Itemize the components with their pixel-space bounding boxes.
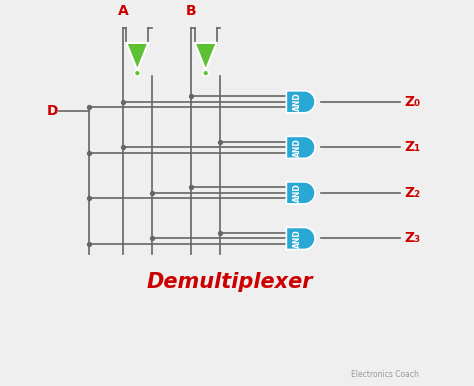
Text: Z₀: Z₀ bbox=[404, 95, 420, 109]
Text: D: D bbox=[47, 104, 59, 118]
Text: AND: AND bbox=[293, 138, 302, 157]
Text: Z₂: Z₂ bbox=[404, 186, 420, 200]
Polygon shape bbox=[286, 91, 315, 113]
Text: AND: AND bbox=[293, 183, 302, 202]
Polygon shape bbox=[286, 227, 315, 249]
Polygon shape bbox=[127, 43, 148, 70]
Text: Electronics Coach: Electronics Coach bbox=[351, 370, 419, 379]
Text: Demultiplexer: Demultiplexer bbox=[146, 272, 313, 292]
Polygon shape bbox=[286, 182, 315, 204]
Polygon shape bbox=[195, 43, 217, 70]
Text: Z₁: Z₁ bbox=[404, 141, 420, 154]
Text: AND: AND bbox=[293, 92, 302, 111]
Text: A: A bbox=[118, 4, 128, 18]
Text: B: B bbox=[186, 4, 197, 18]
Circle shape bbox=[135, 70, 140, 76]
Circle shape bbox=[203, 70, 209, 76]
Text: Z₃: Z₃ bbox=[404, 232, 420, 245]
Polygon shape bbox=[286, 136, 315, 158]
Text: AND: AND bbox=[293, 229, 302, 248]
